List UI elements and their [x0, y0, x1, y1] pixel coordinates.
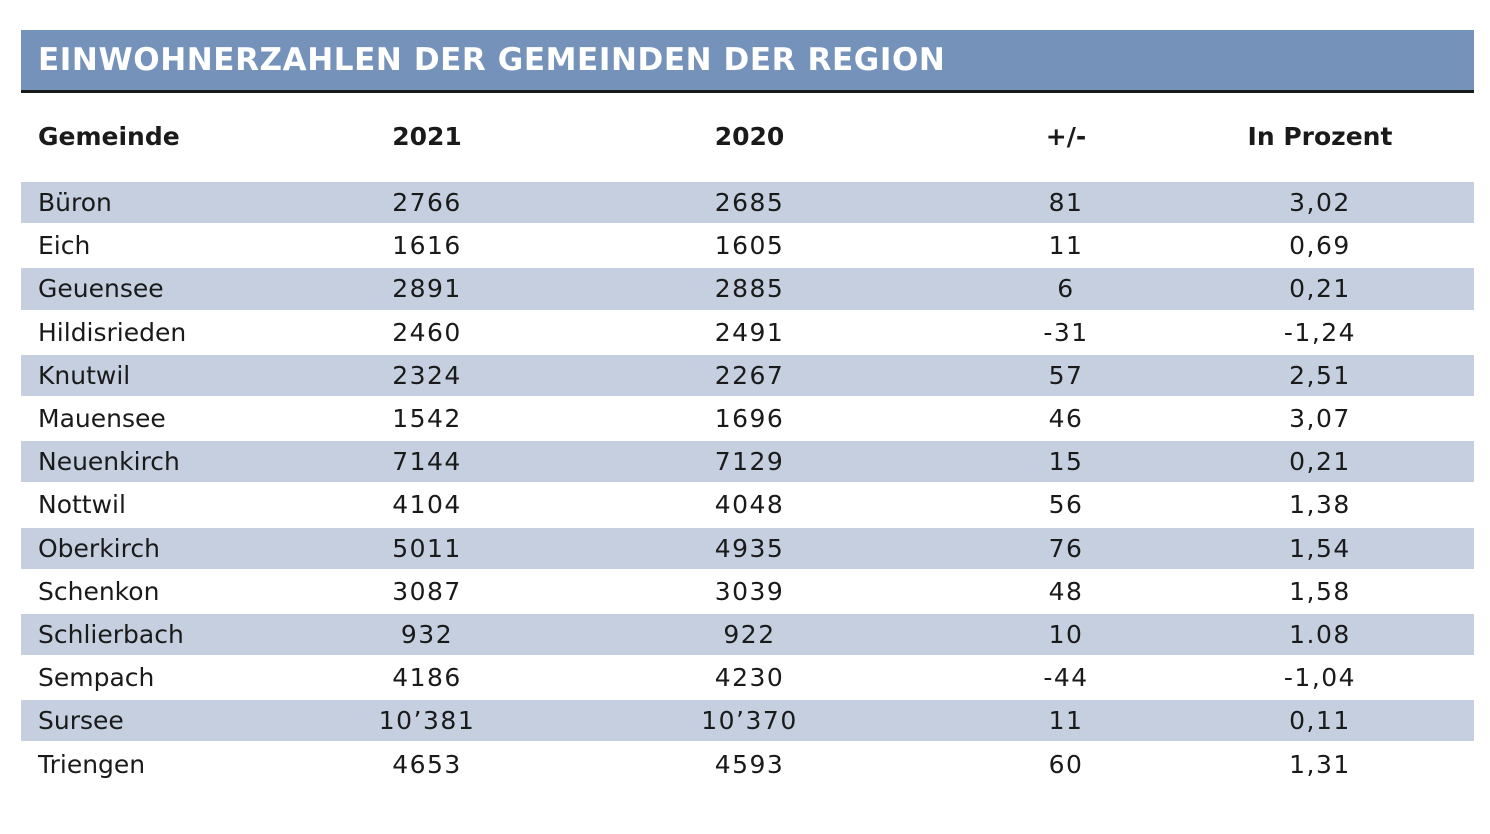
difference-cell: 11: [1048, 706, 1084, 736]
gemeinde-cell: Nottwil: [38, 490, 126, 520]
header-gemeinde: Gemeinde: [38, 122, 180, 151]
percent-cell: 0,11: [1289, 706, 1351, 736]
percent-cell: 0,21: [1289, 274, 1351, 304]
header-row: Gemeinde 2021 2020 +/- In Prozent: [21, 93, 1474, 181]
table-row: Hildisrieden 2460 2491 -31 -1,24: [21, 310, 1474, 354]
value-2021-cell: 2766: [392, 188, 462, 218]
gemeinde-cell: Schenkon: [38, 576, 160, 606]
percent-cell: 1,38: [1289, 490, 1351, 520]
value-2021-cell: 2460: [392, 317, 462, 347]
value-2020-cell: 4935: [714, 533, 785, 563]
value-2021-cell: 1542: [392, 404, 462, 434]
difference-cell: 15: [1048, 447, 1084, 477]
difference-cell: -44: [1043, 663, 1089, 693]
percent-cell: 1,58: [1289, 576, 1351, 606]
table-row: Triengen 4653 4593 60 1,31: [21, 742, 1474, 786]
table-row: Schenkon 3087 3039 48 1,58: [21, 569, 1474, 613]
gemeinde-cell: Schlierbach: [38, 619, 184, 649]
difference-cell: 81: [1048, 188, 1084, 218]
difference-cell: 57: [1048, 360, 1084, 390]
table-row: Neuenkirch 7144 7129 15 0,21: [21, 440, 1474, 484]
header-percent: In Prozent: [1247, 122, 1393, 151]
difference-cell: 60: [1048, 750, 1084, 780]
table-row: Büron 2766 2685 81 3,02: [21, 181, 1474, 225]
table-title: EINWOHNERZAHLEN DER GEMEINDEN DER REGION: [38, 42, 946, 78]
percent-cell: 3,07: [1289, 404, 1351, 434]
value-2020-cell: 2267: [714, 360, 785, 390]
header-difference: +/-: [1045, 122, 1087, 151]
value-2021-cell: 2891: [392, 274, 462, 304]
gemeinde-cell: Oberkirch: [38, 533, 160, 563]
percent-cell: 1,54: [1289, 533, 1351, 563]
value-2020-cell: 4230: [714, 663, 785, 693]
table-row: Geuensee 2891 2885 6 0,21: [21, 267, 1474, 311]
value-2020-cell: 3039: [714, 576, 785, 606]
difference-cell: 46: [1048, 404, 1084, 434]
table-row: Nottwil 4104 4048 56 1,38: [21, 483, 1474, 527]
header-2020: 2020: [714, 122, 785, 151]
value-2021-cell: 4104: [392, 490, 462, 520]
value-2021-cell: 2324: [392, 360, 462, 390]
value-2020-cell: 2491: [714, 317, 785, 347]
gemeinde-cell: Neuenkirch: [38, 447, 180, 477]
gemeinde-cell: Eich: [38, 231, 91, 261]
difference-cell: 48: [1048, 576, 1084, 606]
gemeinde-cell: Sempach: [38, 663, 155, 693]
percent-cell: -1,24: [1283, 317, 1357, 347]
value-2020-cell: 10’370: [701, 706, 798, 736]
header-2021: 2021: [392, 122, 462, 151]
percent-cell: 0,21: [1289, 447, 1351, 477]
population-table: Gemeinde 2021 2020 +/- In Prozent Büron 2…: [21, 93, 1474, 786]
value-2021-cell: 7144: [392, 447, 462, 477]
value-2020-cell: 4048: [714, 490, 785, 520]
value-2021-cell: 1616: [392, 231, 462, 261]
value-2021-cell: 5011: [392, 533, 462, 563]
gemeinde-cell: Sursee: [38, 706, 124, 736]
value-2020-cell: 1605: [714, 231, 785, 261]
gemeinde-cell: Knutwil: [38, 360, 131, 390]
table-row: Schlierbach 932 922 10 1.08: [21, 612, 1474, 657]
title-banner: EINWOHNERZAHLEN DER GEMEINDEN DER REGION: [21, 30, 1474, 93]
difference-cell: 11: [1048, 231, 1084, 261]
table-row: Sempach 4186 4230 -44 -1,04: [21, 656, 1474, 700]
percent-cell: 2,51: [1289, 360, 1351, 390]
percent-cell: 1,31: [1289, 750, 1351, 780]
gemeinde-cell: Mauensee: [38, 404, 166, 434]
percent-cell: -1,04: [1283, 663, 1357, 693]
table-row: Oberkirch 5011 4935 76 1,54: [21, 526, 1474, 570]
percent-cell: 3,02: [1289, 188, 1351, 218]
value-2021-cell: 932: [400, 619, 454, 649]
table-row: Mauensee 1542 1696 46 3,07: [21, 396, 1474, 441]
value-2020-cell: 2885: [714, 274, 785, 304]
difference-cell: 6: [1057, 274, 1075, 304]
percent-cell: 0,69: [1289, 231, 1351, 261]
value-2020-cell: 922: [723, 619, 776, 649]
difference-cell: 56: [1048, 490, 1084, 520]
value-2021-cell: 10’381: [378, 706, 476, 736]
population-table-panel: EINWOHNERZAHLEN DER GEMEINDEN DER REGION…: [21, 30, 1474, 786]
gemeinde-cell: Büron: [38, 188, 112, 218]
value-2020-cell: 4593: [714, 750, 785, 780]
percent-cell: 1.08: [1289, 619, 1351, 649]
value-2020-cell: 1696: [714, 404, 785, 434]
gemeinde-cell: Triengen: [38, 750, 146, 780]
table-row: Sursee 10’381 10’370 11 0,11: [21, 699, 1474, 743]
difference-cell: 10: [1048, 619, 1084, 649]
value-2021-cell: 4653: [392, 750, 462, 780]
value-2020-cell: 2685: [714, 188, 785, 218]
value-2021-cell: 4186: [392, 663, 462, 693]
value-2021-cell: 3087: [392, 576, 462, 606]
table-body: Büron 2766 2685 81 3,02 Eich 1616 1605 11 0,69 Geu…: [21, 181, 1474, 786]
value-2020-cell: 7129: [714, 447, 785, 477]
difference-cell: -31: [1043, 317, 1089, 347]
difference-cell: 76: [1048, 533, 1084, 563]
gemeinde-cell: Geuensee: [38, 274, 164, 304]
table-row: Eich 1616 1605 11 0,69: [21, 224, 1474, 268]
table-row: Knutwil 2324 2267 57 2,51: [21, 353, 1474, 397]
gemeinde-cell: Hildisrieden: [38, 317, 187, 347]
